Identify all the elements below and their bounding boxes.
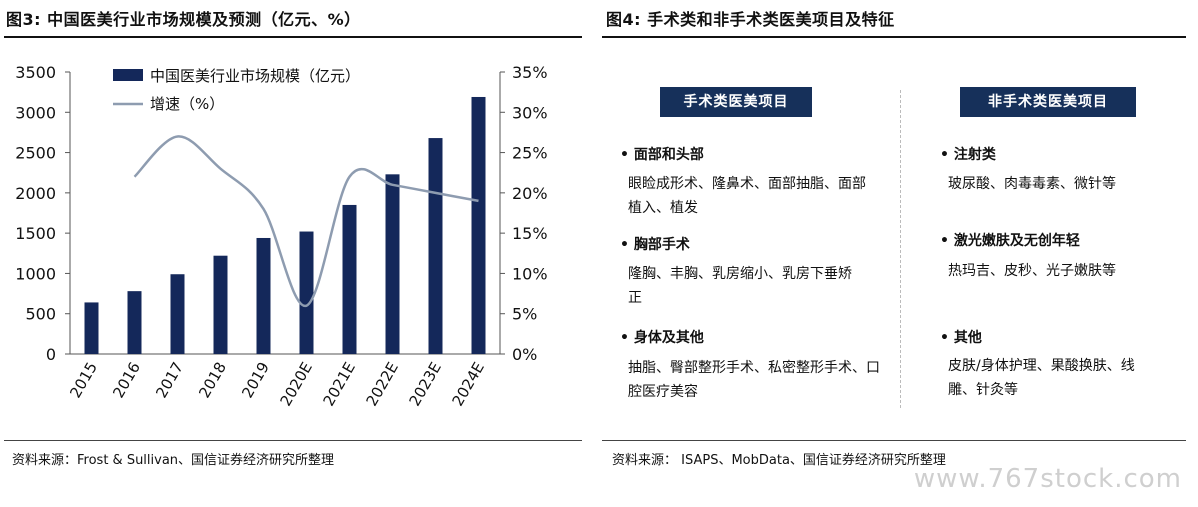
nonsurgical-badge: 非手术类医美项目 xyxy=(960,87,1136,117)
bar-2022E xyxy=(385,174,400,354)
fig3-bottom-rule xyxy=(4,440,582,441)
nonsurgical-body-other: 皮肤/身体护理、果酸换肤、线雕、针灸等 xyxy=(948,358,1135,398)
fig3-title: 图3: 中国医美行业市场规模及预测（亿元、%） xyxy=(6,10,361,29)
bar-2016 xyxy=(127,291,142,354)
left-tick-label: 500 xyxy=(25,305,56,324)
legend-bar-swatch xyxy=(113,69,143,81)
right-tick-label: 10% xyxy=(512,264,548,283)
bar-2015 xyxy=(84,302,99,354)
right-tick-label: 25% xyxy=(512,144,548,163)
surgical-badge: 手术类医美项目 xyxy=(660,87,812,117)
right-tick-label: 5% xyxy=(512,305,537,324)
bar-2019 xyxy=(256,237,271,354)
legend-bar-label: 中国医美行业市场规模（亿元） xyxy=(150,67,360,85)
surgical-body-face: 眼睑成形术、隆鼻术、面部抽脂、面部植入、植发 xyxy=(628,176,866,216)
surgical-head-chest: • 胸部手术 xyxy=(620,237,690,253)
nonsurgical-head-laser: • 激光嫩肤及无创年轻 xyxy=(940,233,1080,249)
fig4-source: 资料来源： ISAPS、MobData、国信证券经济研究所整理 xyxy=(612,453,946,468)
left-tick-label: 1500 xyxy=(15,224,56,243)
growth-rate-line xyxy=(133,135,479,307)
x-tick-label: 2024E xyxy=(449,359,488,409)
x-tick-label: 2017 xyxy=(152,359,187,401)
right-tick-label: 15% xyxy=(512,224,548,243)
column-divider xyxy=(900,90,901,408)
right-tick-label: 20% xyxy=(512,184,548,203)
nonsurgical-head-injection: • 注射类 xyxy=(940,147,996,163)
bar-2021E xyxy=(342,204,357,354)
left-tick-label: 3000 xyxy=(15,103,56,122)
x-tick-label: 2021E xyxy=(320,359,359,409)
bar-2017 xyxy=(170,274,185,354)
bar-2020E xyxy=(299,231,314,354)
bar-2018 xyxy=(213,255,228,354)
market-size-chart: 0 500 1000 1500 2000 2500 3000 3500 0% 5% 10% 15% 20… xyxy=(15,63,548,409)
bar-2023E xyxy=(428,138,443,354)
left-tick-label: 0 xyxy=(46,345,56,364)
fig4-bottom-rule xyxy=(602,440,1186,441)
bar-2024E xyxy=(471,96,486,354)
x-tick-label: 2018 xyxy=(195,359,230,401)
fig4-title: 图4: 手术类和非手术类医美项目及特征 xyxy=(606,10,895,29)
x-tick-label: 2019 xyxy=(238,359,273,401)
fig3-top-rule xyxy=(4,36,582,38)
surgical-head-face: • 面部和头部 xyxy=(620,147,704,163)
surgical-head-body: • 身体及其他 xyxy=(620,330,704,346)
x-tick-label: 2020E xyxy=(277,359,316,409)
left-tick-label: 2500 xyxy=(15,144,56,163)
nonsurgical-head-other: • 其他 xyxy=(940,330,982,346)
left-tick-label: 3500 xyxy=(15,63,56,82)
x-tick-label: 2016 xyxy=(109,359,144,401)
surgical-body-body: 抽脂、臀部整形手术、私密整形手术、口腔医疗美容 xyxy=(628,360,880,400)
x-tick-label: 2023E xyxy=(406,359,445,409)
left-tick-label: 1000 xyxy=(15,264,56,283)
fig3-source: 资料来源：Frost & Sullivan、国信证券经济研究所整理 xyxy=(12,453,335,468)
nonsurgical-body-injection: 玻尿酸、肉毒毒素、微针等 xyxy=(948,176,1116,192)
fig4-top-rule xyxy=(602,36,1186,38)
right-tick-label: 35% xyxy=(512,63,548,82)
nonsurgical-body-laser: 热玛吉、皮秒、光子嫩肤等 xyxy=(948,263,1116,279)
right-tick-label: 30% xyxy=(512,103,548,122)
right-tick-label: 0% xyxy=(512,345,537,364)
x-tick-label: 2015 xyxy=(66,359,101,401)
surgical-body-chest: 隆胸、丰胸、乳房缩小、乳房下垂矫正 xyxy=(628,266,852,306)
legend-line-label: 增速（%） xyxy=(150,95,224,113)
watermark: www.767stock.com xyxy=(913,464,1182,494)
x-tick-label: 2022E xyxy=(363,359,402,409)
left-tick-label: 2000 xyxy=(15,184,56,203)
